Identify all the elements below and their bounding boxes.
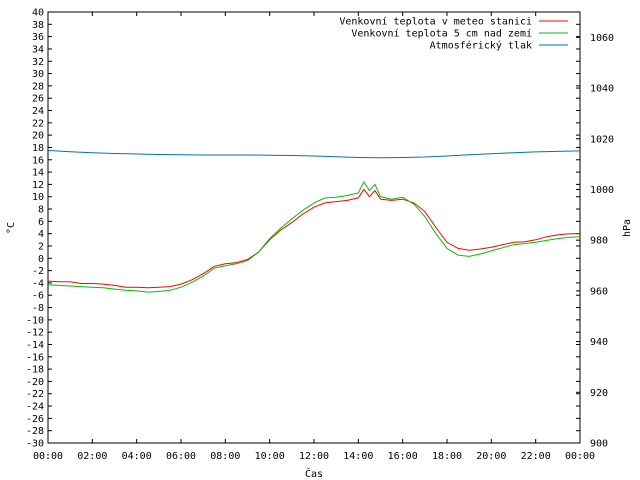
legend-label-3: Atmosférický tlak bbox=[430, 40, 532, 52]
y-left-tick-label: 26 bbox=[32, 94, 44, 105]
x-tick-label: 12:00 bbox=[299, 451, 329, 462]
y-left-tick-label: -16 bbox=[26, 352, 44, 363]
y-right-tick-label: 1020 bbox=[590, 134, 614, 145]
y-left-tick-label: 32 bbox=[32, 57, 44, 68]
y-left-tick-label: 6 bbox=[38, 217, 44, 228]
y-left-tick-label: -6 bbox=[32, 291, 44, 302]
y-left-tick-label: -14 bbox=[26, 340, 44, 351]
y-left-tick-label: -18 bbox=[26, 365, 44, 376]
y-left-tick-label: 0 bbox=[38, 254, 44, 265]
y-right-tick-label: 940 bbox=[590, 337, 608, 348]
x-tick-label: 00:00 bbox=[33, 451, 63, 462]
y-left-tick-label: 34 bbox=[32, 44, 44, 55]
x-tick-label: 06:00 bbox=[166, 451, 196, 462]
x-axis-ticks: 00:00 02:00 04:00 06:00 08:00 10:00 12:00 14:00… bbox=[33, 12, 595, 462]
y-left-tick-label: -12 bbox=[26, 328, 44, 339]
y-left-tick-label: 10 bbox=[32, 192, 44, 203]
y-left-tick-label: 36 bbox=[32, 32, 44, 43]
legend-label-2: Venkovní teplota 5 cm nad zemí bbox=[351, 28, 532, 40]
x-tick-label: 16:00 bbox=[388, 451, 418, 462]
y-left-tick-label: -28 bbox=[26, 426, 44, 437]
y-left-tick-label: -30 bbox=[26, 439, 44, 450]
series-line-2 bbox=[47, 180, 581, 293]
y-left-tick-label: 24 bbox=[32, 106, 44, 117]
plot-frame bbox=[47, 11, 581, 444]
left-axis-ticks: -30-28-26-24-22-20-18-16-14-12-10-8-6-4-… bbox=[26, 8, 580, 450]
right-axis-ticks: 900 920 940 960 980 1000 1020 1040 1060 bbox=[576, 33, 614, 450]
y-right-tick-label: 920 bbox=[590, 388, 608, 399]
y-left-tick-label: -20 bbox=[26, 377, 44, 388]
y-left-tick-label: 22 bbox=[32, 118, 44, 129]
y-axis-label-right: hPa bbox=[622, 219, 633, 237]
x-tick-label: 22:00 bbox=[521, 451, 551, 462]
x-tick-label: 08:00 bbox=[210, 451, 240, 462]
y-axis-label-left: °C bbox=[6, 222, 17, 234]
y-left-tick-label: -26 bbox=[26, 414, 44, 425]
y-left-tick-label: 8 bbox=[38, 205, 44, 216]
y-left-tick-label: 30 bbox=[32, 69, 44, 80]
x-tick-label: 14:00 bbox=[343, 451, 373, 462]
x-tick-label: 00:00 bbox=[565, 451, 595, 462]
y-right-tick-label: 900 bbox=[590, 439, 608, 450]
y-left-tick-label: 2 bbox=[38, 241, 44, 252]
y-left-tick-label: -22 bbox=[26, 389, 44, 400]
y-left-tick-label: 18 bbox=[32, 143, 44, 154]
series-lines bbox=[47, 149, 581, 293]
y-left-tick-label: -4 bbox=[32, 278, 44, 289]
y-right-tick-label: 980 bbox=[590, 236, 608, 247]
y-right-tick-label: 1000 bbox=[590, 185, 614, 196]
y-left-tick-label: 28 bbox=[32, 81, 44, 92]
y-left-tick-label: 38 bbox=[32, 20, 44, 31]
y-left-tick-label: 14 bbox=[32, 168, 44, 179]
y-left-tick-label: 16 bbox=[32, 155, 44, 166]
x-tick-label: 18:00 bbox=[432, 451, 462, 462]
y-left-tick-label: -2 bbox=[32, 266, 44, 277]
y-right-tick-label: 1060 bbox=[590, 33, 614, 44]
y-right-tick-label: 960 bbox=[590, 286, 608, 297]
y-left-tick-label: 20 bbox=[32, 131, 44, 142]
legend-label-1: Venkovní teplota v meteo stanici bbox=[339, 16, 532, 28]
x-tick-label: 04:00 bbox=[122, 451, 152, 462]
series-line-1 bbox=[47, 188, 580, 289]
y-left-tick-label: -8 bbox=[32, 303, 44, 314]
x-tick-label: 02:00 bbox=[77, 451, 107, 462]
x-axis-label: Čas bbox=[305, 467, 323, 480]
y-left-tick-label: 4 bbox=[38, 229, 44, 240]
y-left-tick-label: 12 bbox=[32, 180, 44, 191]
legend: Venkovní teplota v meteo staniciVenkovní… bbox=[339, 16, 568, 52]
x-tick-label: 10:00 bbox=[255, 451, 285, 462]
y-left-tick-label: -24 bbox=[26, 402, 44, 413]
x-tick-label: 20:00 bbox=[476, 451, 506, 462]
y-left-tick-label: -10 bbox=[26, 315, 44, 326]
y-right-tick-label: 1040 bbox=[590, 84, 614, 95]
series-line-3 bbox=[47, 149, 581, 159]
y-left-tick-label: 40 bbox=[32, 8, 44, 19]
